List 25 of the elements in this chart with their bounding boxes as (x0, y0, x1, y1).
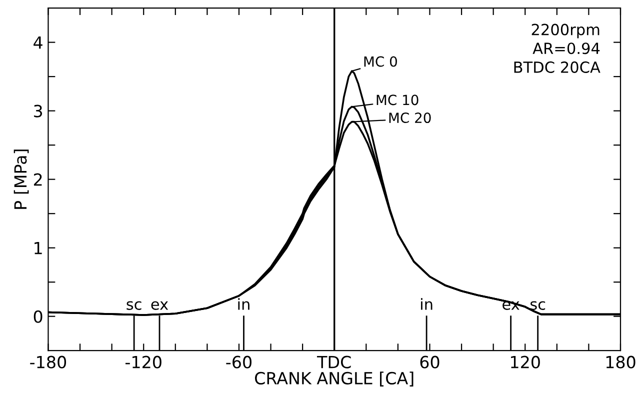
x-tick-label: 60 (420, 356, 440, 368)
ref-line-label: sc (530, 301, 546, 310)
annotation: AR=0.94 (532, 42, 600, 54)
x-axis-title: CRANK ANGLE [CA] (255, 372, 414, 386)
ref-line-label: in (421, 298, 432, 310)
y-tick-label: 4 (34, 36, 42, 49)
annotation: BTDC 20CA (514, 61, 600, 73)
y-tick-label: 0 (34, 310, 42, 323)
y-tick-label: 2 (34, 173, 42, 186)
y-tick-label: 3 (34, 104, 42, 118)
x-tick-label: TDC (316, 356, 351, 368)
y-axis-title: P [MPa] (14, 150, 29, 209)
x-tick-label: -180 (30, 356, 66, 368)
ref-line-label: in (238, 298, 250, 310)
ref-line-label: ex (151, 301, 168, 310)
legend-label: MC 20 (389, 112, 431, 124)
x-tick-label: -60 (226, 356, 252, 368)
legend-label: MC 0 (364, 56, 397, 67)
ref-line-label: sc (126, 301, 142, 310)
x-tick-label: 120 (511, 356, 540, 368)
legend-label: MC 10 (376, 94, 418, 106)
x-tick-label: 180 (606, 356, 636, 368)
x-tick-label: -120 (126, 356, 162, 368)
y-tick-label: 1 (34, 242, 42, 254)
annotation: 2200rpm (532, 24, 600, 38)
